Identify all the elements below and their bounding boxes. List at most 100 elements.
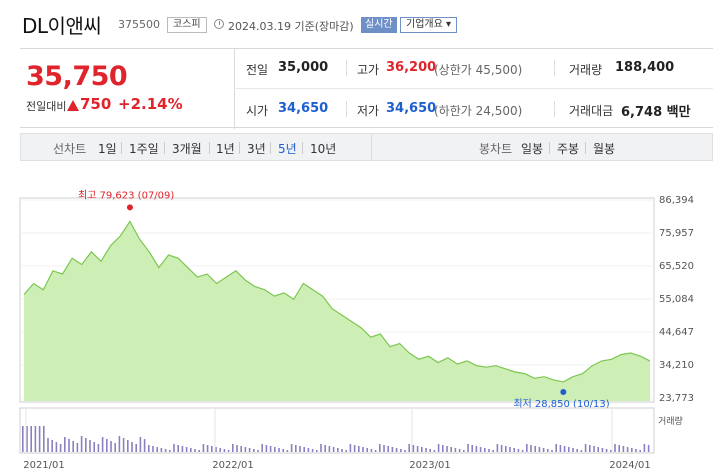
volume-bar [26, 426, 28, 452]
volume-bar [30, 426, 32, 452]
volume-bar [647, 445, 650, 452]
volume-bar [605, 449, 608, 452]
volume-bar [114, 443, 116, 452]
clock-icon [214, 19, 224, 29]
volume-bar [232, 444, 234, 452]
volume-bar [110, 441, 112, 452]
volume-bar [370, 449, 373, 452]
volume-bar [492, 450, 494, 452]
volume-bar [89, 440, 91, 452]
lower-limit: (하한가 24,500) [434, 104, 523, 118]
x-tick-label: 2022/01 [212, 460, 254, 471]
volume-bar [299, 446, 301, 452]
volume-bar [76, 443, 79, 452]
volume-bar [589, 445, 591, 452]
volume-bar [408, 444, 410, 452]
volume-bar [559, 445, 562, 452]
volume-bar [563, 446, 566, 452]
volume-bar [622, 446, 625, 452]
period-1d[interactable]: 1일 [98, 142, 117, 156]
change-percent: +2.14% [118, 95, 183, 113]
volume-bar [215, 447, 217, 452]
volume-bar [551, 450, 553, 452]
volume-label: 거래량 [658, 415, 683, 427]
volume-bar [450, 447, 452, 452]
up-triangle-icon [67, 100, 79, 111]
volume-bar [211, 446, 213, 452]
volume-bar [303, 447, 305, 452]
volume-bar [433, 450, 436, 452]
high-value: 36,200 [386, 60, 437, 75]
max-label: 최고 79,623 (07/09) [78, 189, 174, 201]
volume-bar [643, 444, 646, 452]
volume-bar [509, 447, 511, 452]
volume-bar [93, 442, 95, 452]
volume-bar [618, 445, 620, 452]
volume-bar [383, 445, 385, 452]
amount-label: 거래대금 [569, 104, 614, 118]
period-1w[interactable]: 1주일 [129, 142, 159, 156]
volume-bar [479, 447, 482, 452]
y-tick-label: 65,520 [659, 261, 694, 272]
candle-weekly[interactable]: 주봉 [557, 142, 580, 156]
volume-bar [429, 449, 431, 452]
volume-bar [202, 444, 205, 452]
volume-bar [80, 436, 83, 452]
volume-bar [307, 448, 310, 452]
volume-bar [236, 445, 238, 452]
volume-bar [412, 445, 415, 452]
volume-bar [311, 449, 314, 452]
y-tick-label: 75,957 [659, 228, 694, 239]
period-10y[interactable]: 10년 [310, 142, 337, 156]
volume-bar [458, 449, 461, 452]
volume-bar [505, 446, 507, 452]
candle-chart-label: 봉차트 [479, 142, 513, 156]
market-badge: 코스피 [167, 17, 207, 33]
period-3m[interactable]: 3개월 [172, 142, 202, 156]
volume-bar [164, 449, 167, 452]
volume-bar [278, 448, 280, 452]
volume-bar [400, 449, 402, 452]
volume-bar [290, 444, 293, 452]
volume-bar [68, 439, 70, 452]
volume-bar [286, 450, 289, 452]
realtime-button[interactable]: 실시간 [361, 17, 397, 33]
volume-bar [631, 448, 633, 452]
volume-bar [593, 446, 595, 452]
y-tick-label: 55,084 [659, 294, 694, 305]
volume-bar [387, 446, 389, 452]
volume-bar [240, 446, 242, 452]
volume-bar [106, 439, 108, 452]
volume-bar [22, 426, 24, 452]
volume-bar [185, 447, 188, 452]
current-price: 35,750 [26, 61, 128, 92]
volume-bar [614, 444, 616, 452]
period-1y[interactable]: 1년 [216, 142, 235, 156]
volume-bar [85, 438, 87, 452]
price-chart[interactable]: 최고 79,623 (07/09) 최저 28,850 (10/13) 86,3… [0, 180, 713, 476]
company-info-dropdown[interactable]: 기업개요 ▾ [400, 17, 457, 33]
volume-bar [177, 445, 179, 452]
volume-bar [64, 437, 66, 452]
volume-bar [244, 447, 247, 452]
volume-bar [526, 444, 528, 452]
period-3y[interactable]: 3년 [247, 142, 266, 156]
volume-bar [580, 450, 583, 452]
volume-bar [341, 449, 343, 452]
stock-header: DL이앤씨 375500 코스피 2024.03.19 기준(장마감) 실시간 … [0, 0, 713, 48]
volume-bar [353, 445, 356, 452]
period-5y[interactable]: 5년 [278, 142, 297, 156]
candle-monthly[interactable]: 월봉 [593, 142, 616, 156]
price-line [23, 220, 651, 383]
x-tick-label: 2024/01 [609, 460, 651, 471]
volume-bar [269, 446, 272, 452]
volume-bar [366, 448, 368, 452]
x-tick-label: 2021/01 [23, 460, 65, 471]
volume-bar [131, 442, 133, 452]
volume-bar [59, 444, 62, 452]
volume-bar [484, 448, 486, 452]
volume-bar [295, 445, 297, 452]
volume-bar [597, 447, 599, 452]
candle-daily[interactable]: 일봉 [521, 142, 544, 156]
volume-bar [181, 446, 184, 452]
